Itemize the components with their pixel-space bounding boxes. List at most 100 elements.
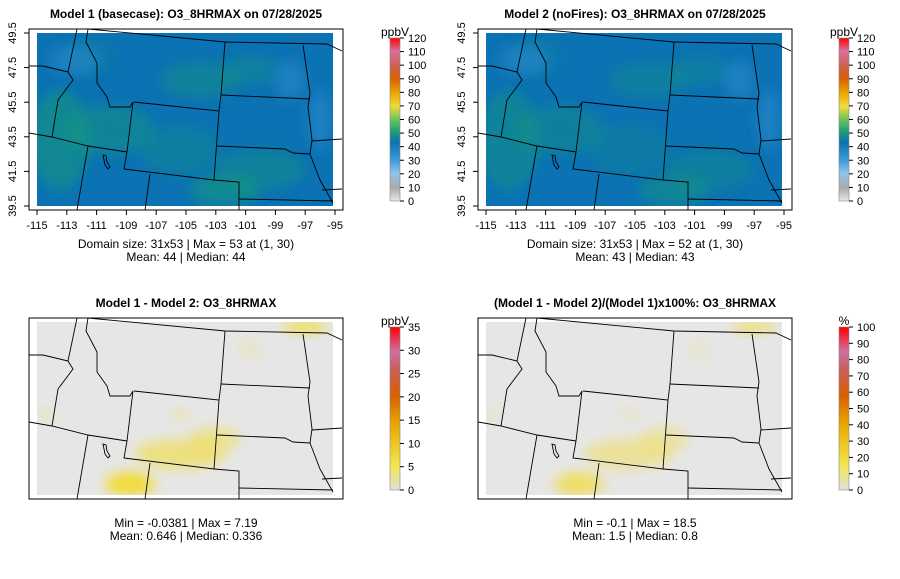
colorbar (389, 37, 401, 202)
summary-line-1: Domain size: 31x53 | Max = 52 at (1, 30) (527, 237, 743, 251)
map-panel-3: Model 1 - Model 2: O3_8HRMAX Min = -0.038… (28, 296, 420, 543)
x-tick-label: -101 (235, 220, 257, 232)
legend-tick-label: 80 (408, 87, 420, 99)
legend-tick-label: 30 (408, 345, 420, 357)
panel-title: Model 1 (basecase): O3_8HRMAX on 07/28/2… (50, 7, 322, 21)
legend-tick-label: 70 (408, 101, 420, 113)
legend-tick-label: 120 (408, 33, 426, 45)
x-tick-label: -113 (56, 220, 77, 232)
legend-unit: % (839, 314, 850, 328)
x-tick-label: -97 (297, 220, 313, 232)
legend-tick-label: 10 (408, 182, 420, 194)
legend-tick-label: 0 (408, 485, 414, 497)
y-tick-label: 43.5 (456, 126, 468, 147)
map-panel-4: (Model 1 - Model 2)/(Model 1)x100%: O3_8… (477, 296, 876, 543)
x-tick-label: -105 (624, 220, 646, 232)
legend-tick-label: 20 (857, 452, 869, 464)
summary-line-1: Min = -0.0381 | Max = 7.19 (114, 516, 258, 530)
legend-unit: ppbV (381, 314, 409, 328)
x-tick-label: -99 (716, 220, 732, 232)
colorbar (838, 37, 850, 202)
legend-tick-label: 35 (408, 322, 420, 334)
legend-tick-label: 50 (857, 128, 869, 140)
legend-tick-label: 40 (408, 142, 420, 154)
summary-line-2: Mean: 1.5 | Median: 0.8 (572, 529, 698, 543)
y-tick-label: 45.5 (456, 91, 468, 112)
colorbar (389, 326, 401, 491)
y-tick-label: 47.5 (7, 57, 19, 78)
legend-tick-label: 100 (857, 322, 875, 334)
legend-tick-label: 90 (857, 338, 869, 350)
concentration-field (486, 33, 782, 206)
y-tick-label: 49.5 (7, 22, 19, 43)
legend-tick-label: 70 (857, 371, 869, 383)
legend-tick-label: 0 (408, 196, 414, 208)
colorbar (838, 326, 850, 491)
panel-title: Model 2 (noFires): O3_8HRMAX on 07/28/20… (504, 7, 766, 21)
legend-tick-label: 10 (857, 469, 869, 481)
legend-tick-label: 40 (857, 142, 869, 154)
summary-line-2: Mean: 44 | Median: 44 (126, 250, 246, 264)
legend-tick-label: 60 (857, 115, 869, 127)
legend-tick-label: 20 (408, 392, 420, 404)
x-tick-label: -109 (115, 220, 137, 232)
y-tick-label: 45.5 (7, 91, 19, 112)
legend-tick-label: 100 (408, 60, 426, 72)
legend-tick-label: 120 (857, 33, 875, 45)
summary-line-1: Min = -0.1 | Max = 18.5 (573, 516, 697, 530)
summary-line-2: Mean: 43 | Median: 43 (575, 250, 695, 264)
legend-tick-label: 30 (408, 155, 420, 167)
legend-tick-label: 90 (857, 74, 869, 86)
x-tick-label: -97 (746, 220, 762, 232)
x-tick-label: -95 (327, 220, 343, 232)
legend-tick-label: 70 (857, 101, 869, 113)
legend-tick-label: 50 (408, 128, 420, 140)
legend-unit: ppbV (830, 25, 858, 39)
legend-tick-label: 80 (857, 87, 869, 99)
legend-tick-label: 110 (857, 47, 875, 59)
y-tick-label: 41.5 (456, 161, 468, 182)
x-tick-label: -115 (26, 220, 47, 232)
x-tick-label: -103 (654, 220, 676, 232)
legend-tick-label: 100 (857, 60, 875, 72)
legend-tick-label: 40 (857, 420, 869, 432)
legend-tick-label: 30 (857, 436, 869, 448)
plot-frame (28, 317, 344, 500)
legend-tick-label: 0 (857, 196, 863, 208)
legend-tick-label: 110 (408, 47, 426, 59)
legend-unit: ppbV (381, 25, 409, 39)
legend-tick-label: 60 (857, 387, 869, 399)
x-tick-label: -103 (205, 220, 227, 232)
y-tick-label: 39.5 (456, 195, 468, 216)
x-tick-label: -107 (594, 220, 616, 232)
summary-line-2: Mean: 0.646 | Median: 0.336 (110, 529, 263, 543)
x-tick-label: -111 (535, 220, 555, 232)
x-tick-label: -105 (175, 220, 197, 232)
concentration-field (37, 322, 333, 495)
legend-tick-label: 15 (408, 415, 420, 427)
concentration-field (486, 322, 782, 495)
x-tick-label: -101 (684, 220, 706, 232)
x-tick-label: -115 (475, 220, 496, 232)
legend-tick-label: 0 (857, 485, 863, 497)
summary-line-1: Domain size: 31x53 | Max = 53 at (1, 30) (78, 237, 294, 251)
x-tick-label: -109 (564, 220, 586, 232)
y-tick-label: 41.5 (7, 161, 19, 182)
legend-tick-label: 30 (857, 155, 869, 167)
color-legend: ppbV 0 5 10 15 20 25 30 35 (381, 314, 420, 497)
map-panel-2: Model 2 (noFires): O3_8HRMAX on 07/28/20… (456, 7, 875, 264)
legend-tick-label: 20 (408, 169, 420, 181)
legend-tick-label: 90 (408, 74, 420, 86)
legend-tick-label: 25 (408, 369, 420, 381)
legend-tick-label: 20 (857, 169, 869, 181)
panel-title: Model 1 - Model 2: O3_8HRMAX (96, 296, 277, 310)
legend-tick-label: 50 (857, 404, 869, 416)
color-legend: % 0 10 20 30 40 50 60 70 80 90 100 (839, 314, 876, 497)
y-tick-label: 49.5 (456, 22, 468, 43)
panel-title: (Model 1 - Model 2)/(Model 1)x100%: O3_8… (494, 296, 776, 310)
x-tick-label: -95 (776, 220, 792, 232)
y-tick-label: 39.5 (7, 195, 19, 216)
